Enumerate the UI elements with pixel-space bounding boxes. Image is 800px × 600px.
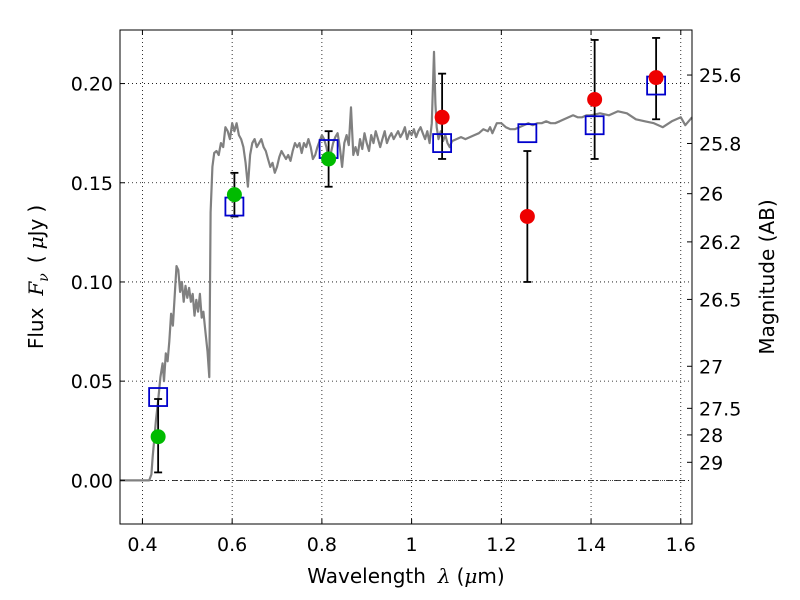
- y2-tick-label: 26.5: [699, 289, 741, 311]
- x-tick-label: 1.4: [576, 534, 606, 556]
- y-tick-label: 0.05: [71, 371, 113, 393]
- axis-ticks: [120, 30, 692, 524]
- observed-point: [321, 151, 337, 167]
- x-axis-label: Wavelength λ (μm): [307, 564, 504, 588]
- observed-point: [519, 208, 535, 224]
- model-photometry-square: [148, 387, 169, 407]
- observed-point: [434, 109, 450, 125]
- y-axis-label: FluxFν(μJy): [24, 205, 52, 349]
- y2-tick-label: 25.6: [699, 65, 741, 87]
- x-tick-labels: 0.4 0.6 0.8 1 1.2 1.4 1.6: [127, 534, 696, 556]
- observed-point: [587, 91, 603, 107]
- x-tick-label: 1.2: [486, 534, 516, 556]
- observed-point: [150, 429, 166, 445]
- y2-tick-labels: 25.6 25.8 26 26.2 26.5 27 27.5 28 29: [699, 65, 741, 474]
- model-photometry-square: [432, 133, 453, 153]
- error-bars: [154, 37, 661, 474]
- y-tick-label: 0.15: [71, 173, 113, 195]
- observed-point: [226, 187, 242, 203]
- y-tick-label: 0.10: [71, 272, 113, 294]
- grid: [120, 30, 692, 524]
- model-photometry-squares: [148, 75, 667, 407]
- y2-tick-label: 29: [699, 452, 723, 474]
- model-spectrum: [120, 50, 693, 482]
- x-tick-label: 0.4: [127, 534, 157, 556]
- y2-tick-label: 27.5: [699, 398, 741, 420]
- spectrum-line: [120, 50, 693, 482]
- plot-frame: [119, 29, 693, 525]
- y-tick-label: 0.00: [71, 470, 113, 492]
- x-tick-label: 1: [406, 534, 418, 556]
- y2-tick-label: 25.8: [699, 133, 741, 155]
- y2-tick-label: 28: [699, 425, 723, 447]
- x-tick-label: 0.6: [217, 534, 247, 556]
- observed-point: [648, 70, 664, 86]
- observed-points: [150, 70, 664, 445]
- y-tick-label: 0.20: [71, 74, 113, 96]
- y2-tick-label: 26: [699, 184, 723, 206]
- y2-tick-label: 27: [699, 356, 723, 378]
- y-tick-labels: 0.00 0.05 0.10 0.15 0.20: [71, 74, 113, 493]
- x-tick-label: 0.8: [307, 534, 337, 556]
- y2-tick-label: 26.2: [699, 232, 741, 254]
- y2-axis-label: Magnitude (AB): [755, 199, 779, 354]
- x-tick-label: 1.6: [666, 534, 696, 556]
- model-photometry-square: [517, 123, 538, 144]
- model-photometry-square: [584, 115, 605, 136]
